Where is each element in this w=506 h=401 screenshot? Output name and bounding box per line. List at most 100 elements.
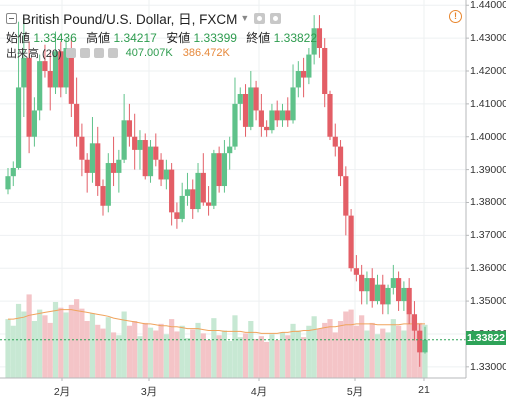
alert-icon[interactable]: ! — [449, 10, 462, 23]
volume-bar — [380, 328, 386, 378]
candle — [258, 94, 264, 137]
collapse-icon[interactable] — [6, 12, 17, 24]
candle-body — [353, 268, 359, 275]
price-tick-label: 1.35000 — [470, 295, 506, 308]
candle — [137, 130, 143, 170]
candle-body — [337, 146, 344, 177]
volume-bar — [264, 341, 270, 378]
candle-body — [105, 163, 111, 206]
volume-ma-value: 386.472K — [182, 47, 230, 59]
candle — [5, 167, 11, 195]
candle-body — [147, 146, 154, 177]
volume-bar — [126, 325, 133, 378]
candle-body — [279, 110, 286, 121]
volume-bar — [300, 337, 307, 378]
candle — [58, 41, 64, 98]
volume-bar — [322, 322, 328, 378]
candle — [63, 38, 69, 95]
candle — [279, 103, 286, 127]
candle — [153, 133, 159, 167]
high-value: 1.34217 — [113, 31, 157, 45]
candle-body — [369, 278, 375, 302]
candle — [195, 163, 201, 213]
candle — [110, 136, 117, 187]
close-icon[interactable] — [107, 48, 118, 58]
volume-bar — [179, 325, 185, 378]
settings-icon[interactable] — [93, 48, 104, 58]
candle — [184, 172, 191, 206]
volume-bar — [110, 332, 117, 378]
price-tick-label: 1.43000 — [470, 32, 506, 45]
candle — [390, 264, 396, 295]
candle — [21, 18, 27, 118]
candle — [227, 136, 233, 170]
chevron-down-icon[interactable]: ▼ — [240, 13, 250, 23]
candle — [295, 61, 301, 98]
candle — [306, 47, 312, 85]
volume-bar — [100, 328, 106, 378]
candle — [31, 97, 37, 147]
candle-body — [179, 195, 185, 219]
volume-bar — [89, 313, 96, 378]
candle — [211, 149, 217, 210]
candle — [52, 31, 59, 95]
candle — [343, 166, 349, 236]
candle — [285, 97, 291, 127]
candle-body — [359, 274, 365, 292]
volume-bar — [26, 294, 32, 378]
volume-bar — [158, 323, 164, 378]
volume-bar — [258, 336, 264, 378]
symbol-title[interactable]: British Pound/U.S. Dollar, 日, FXCM — [22, 12, 238, 27]
volume-bar — [406, 313, 412, 378]
volume-bar — [5, 319, 11, 378]
candle — [411, 301, 418, 341]
open-label: 始値 — [6, 31, 31, 45]
candle-body — [95, 143, 101, 187]
candle-body — [5, 176, 11, 190]
price-tick-label: 1.37000 — [470, 229, 506, 242]
candle — [79, 123, 85, 177]
candle — [200, 153, 206, 206]
volume-bar — [15, 303, 22, 378]
visibility-icon[interactable] — [79, 48, 90, 58]
candle-body — [253, 87, 259, 111]
candle-body — [316, 28, 323, 48]
candle-body — [200, 172, 206, 203]
chevron-down-icon[interactable] — [65, 48, 76, 58]
volume-bar — [21, 311, 27, 378]
candle — [10, 161, 16, 187]
price-tick-label: 1.39000 — [470, 163, 506, 176]
candle — [216, 146, 222, 193]
candle — [158, 153, 164, 187]
candle — [290, 64, 296, 124]
candle — [116, 149, 122, 193]
volume-bar — [221, 330, 228, 378]
candle-body — [74, 103, 80, 137]
candle — [237, 87, 243, 121]
candle — [332, 123, 338, 157]
candle — [364, 271, 370, 305]
volume-bar — [396, 325, 402, 378]
volume-bar — [121, 311, 127, 378]
candle-body — [374, 284, 381, 302]
price-tick-label: 1.33000 — [470, 360, 506, 373]
candle-body — [348, 215, 354, 269]
candle — [359, 264, 365, 305]
candle — [311, 15, 317, 65]
candle-body — [322, 47, 328, 95]
volume-bar — [242, 333, 249, 378]
volume-study-label[interactable]: 出来高 (20) — [6, 48, 62, 60]
candle — [42, 44, 48, 78]
volume-bar — [253, 339, 259, 378]
candle — [221, 140, 228, 193]
volume-bar — [359, 315, 365, 378]
candle-body — [422, 339, 428, 353]
candle — [380, 274, 386, 315]
candle-body — [195, 172, 201, 210]
candle — [37, 54, 43, 121]
visibility-icon[interactable] — [254, 12, 266, 24]
candle — [406, 278, 412, 325]
candle-body — [406, 287, 412, 315]
settings-icon[interactable] — [270, 12, 282, 24]
